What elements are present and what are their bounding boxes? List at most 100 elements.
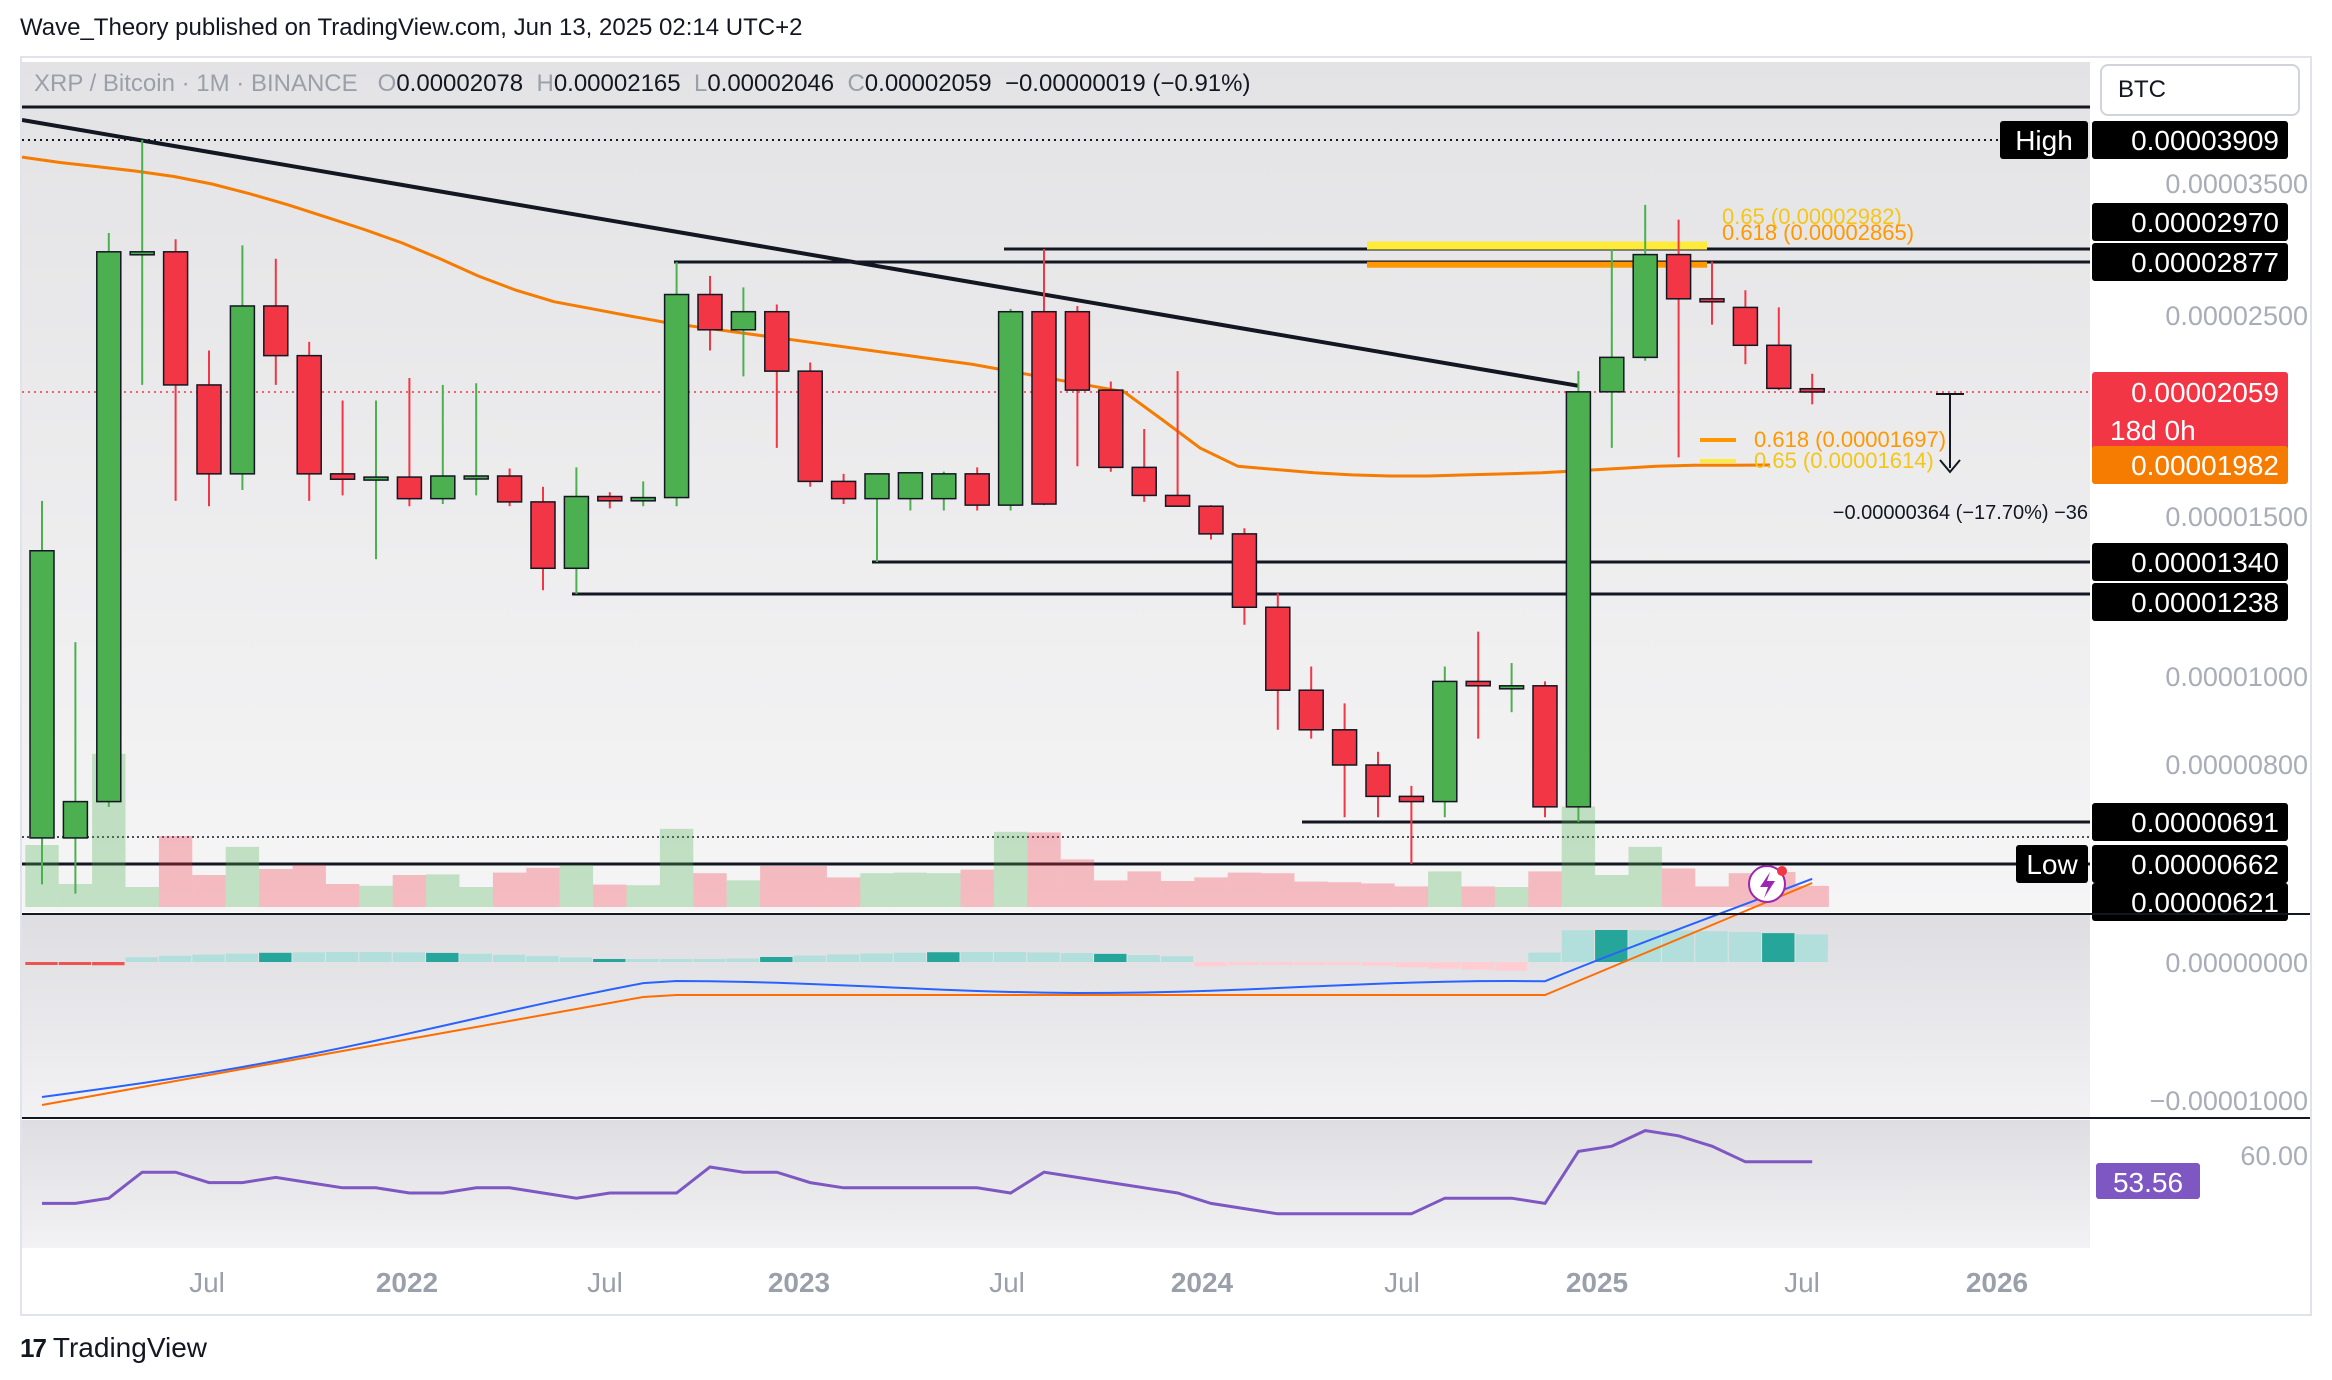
price-label-box [2092,845,2288,883]
volume-bar [1361,883,1395,907]
rsi-value-box [2096,1163,2200,1199]
lightning-icon [1760,872,1775,898]
macd-histogram-bar [1361,962,1394,966]
candle-body [496,475,523,503]
volume-bar [927,873,961,907]
macd-histogram-bar [659,959,693,962]
tag-box [2000,121,2088,159]
price-chart[interactable]: 0.65 (0.00002982)0.618 (0.00002865) 0.618… [22,58,2312,1316]
volume-bar [1561,806,1596,907]
candle-body [1298,689,1324,731]
macd-histogram-bar [125,957,158,962]
macd-histogram-bar [1595,930,1628,962]
candle-body [1465,680,1491,687]
legend-symbol[interactable]: XRP / Bitcoin · 1M · BINANCE [34,70,358,97]
macd-histogram-bar [259,952,292,962]
macd-histogram-bar [1394,962,1428,968]
volume-bar [1661,868,1696,907]
tradingview-logo-icon: 17 [20,1332,47,1363]
candle-body [1799,387,1825,393]
price-label-box [2092,243,2288,281]
candle-body [1031,310,1057,505]
price-label: 0.00000621 [2131,887,2279,918]
macd-histogram-bar [1428,962,1461,969]
candle-body [263,305,289,357]
candle-body [1098,389,1124,469]
rsi-value: 53.56 [2113,1167,2183,1198]
macd-histogram-bar [1762,933,1795,962]
footer-brand: TradingView [52,1332,208,1363]
alert-dot-icon [1777,866,1787,876]
price-tick: 0.00001000 [2165,662,2308,692]
volume-bar [1160,881,1195,907]
volume-bar [1094,880,1128,907]
candle-body [1565,391,1592,808]
candle-body [430,475,456,500]
candle-body [1699,298,1725,303]
candle-body [1532,685,1558,808]
volume-bar [1394,886,1429,907]
candle-body [1766,344,1792,390]
time-tick: 2023 [768,1267,830,1298]
time-tick: Jul [1384,1267,1420,1298]
macd-histogram-bar [459,953,492,962]
time-tick: 2025 [1566,1267,1628,1298]
macd-histogram-bar [726,958,760,962]
volume-bar [860,873,894,907]
time-tick: 2026 [1966,1267,2028,1298]
tag-label: Low [2026,849,2078,880]
volume-bar [526,867,560,907]
fib-label: 0.618 (0.00002865) [1722,220,1914,245]
price-label-box [2092,803,2288,841]
volume-bar [192,875,226,907]
price-label: 0.00002877 [2131,247,2279,278]
volume-bar [492,872,527,907]
volume-bar [826,877,861,907]
volume-bar [392,875,427,907]
legend-low-label: L [693,70,708,97]
macd-histogram-bar [826,954,860,962]
candle-body [96,251,122,803]
macd-histogram-bar [1528,952,1561,962]
volume-bar [359,885,393,907]
macd-histogram-bar [1695,931,1728,962]
legend-open: 0.00002078 [396,70,524,97]
legend-high: 0.00002165 [553,70,681,97]
macd-histogram-bar [1194,962,1227,967]
volume-bar [1127,871,1161,907]
candle-body [1064,310,1091,391]
volume-bar [760,866,794,907]
macd-histogram-bar [25,962,58,965]
price-label: 0.00002059 [2131,377,2279,408]
countdown-label: 18d 0h [2110,415,2196,446]
trendline [22,118,1579,388]
candle-body [697,293,723,331]
volume-bar [659,828,694,907]
price-label-box [2092,446,2288,484]
price-label: 0.00002970 [2131,207,2279,238]
volume-bar [1695,886,1729,907]
price-tick: 0.00003500 [2165,169,2308,199]
macd-histogram-bar [1227,962,1261,965]
tag-box [2016,845,2088,883]
macd-histogram-bar [1127,954,1160,962]
volume-bar [1261,873,1295,907]
chart-frame[interactable]: 0.65 (0.00002982) 0.618 (0.00002865) 0.618… [20,56,2312,1316]
volume-bar [693,873,727,907]
volume-bar [1461,886,1495,907]
currency-selector[interactable]: BTC [2100,64,2300,116]
volume-bar [292,864,326,907]
candle-body [129,251,155,256]
macd-histogram-bar [1160,956,1194,962]
macd-axis-tick: −0.00001000 [2150,1086,2308,1116]
candle-body [630,496,656,502]
candle-body [1131,466,1157,497]
candle-body [1398,795,1425,803]
candle-body [62,800,89,839]
macd-histogram-bar [492,954,526,962]
macd-histogram-bar [1027,952,1060,962]
volume-bar [793,866,827,907]
candle-body [797,370,823,483]
candle-body [229,305,256,475]
candle-body [997,310,1024,506]
